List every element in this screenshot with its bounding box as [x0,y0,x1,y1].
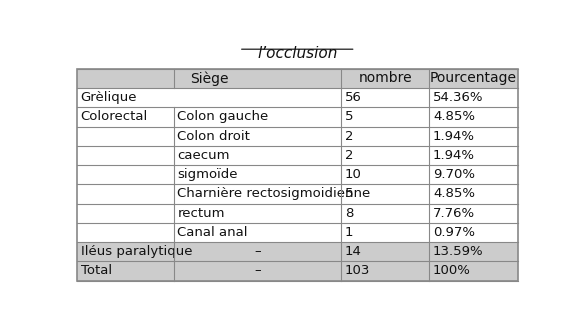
Text: 56: 56 [345,91,362,104]
Text: Siège: Siège [190,71,229,86]
Text: caecum: caecum [177,149,230,162]
Text: 8: 8 [345,207,353,220]
Text: 2: 2 [345,149,353,162]
Text: –: – [254,245,261,258]
Text: 1.94%: 1.94% [433,149,475,162]
Text: Iléus paralytique: Iléus paralytique [81,245,192,258]
Text: 13.59%: 13.59% [433,245,484,258]
Text: 100%: 100% [433,265,471,277]
Text: 1: 1 [345,226,353,239]
Text: 5: 5 [345,110,353,123]
Text: Pourcentage: Pourcentage [430,72,517,86]
Text: 10: 10 [345,168,362,181]
Text: Colon gauche: Colon gauche [177,110,269,123]
Bar [77,127,517,146]
Text: Canal anal: Canal anal [177,226,248,239]
Text: –: – [254,265,261,277]
Text: 4.85%: 4.85% [433,110,475,123]
Text: 103: 103 [345,265,370,277]
Text: sigmoïde: sigmoïde [177,168,238,181]
Bar [77,184,517,204]
Text: nombre: nombre [358,72,412,86]
Bar [77,204,517,223]
Text: Grèlique: Grèlique [81,91,137,104]
Text: 2: 2 [345,130,353,143]
Text: 1.94%: 1.94% [433,130,475,143]
Text: 7.76%: 7.76% [433,207,475,220]
Text: 5: 5 [345,187,353,200]
Bar [77,107,517,127]
Text: 54.36%: 54.36% [433,91,483,104]
Text: Charnière rectosigmoidienne: Charnière rectosigmoidienne [177,187,371,200]
Bar [77,69,517,88]
Bar [77,261,517,280]
Bar [77,69,517,280]
Text: Colorectal: Colorectal [81,110,148,123]
Text: 14: 14 [345,245,362,258]
Text: Total: Total [81,265,111,277]
Text: l’occlusion: l’occlusion [257,45,338,60]
Bar [77,88,517,107]
Bar [77,146,517,165]
Text: 4.85%: 4.85% [433,187,475,200]
Bar [77,242,517,261]
Bar [77,165,517,184]
Bar [77,223,517,242]
Text: 0.97%: 0.97% [433,226,475,239]
Text: 9.70%: 9.70% [433,168,475,181]
Text: Colon droit: Colon droit [177,130,251,143]
Text: rectum: rectum [177,207,225,220]
